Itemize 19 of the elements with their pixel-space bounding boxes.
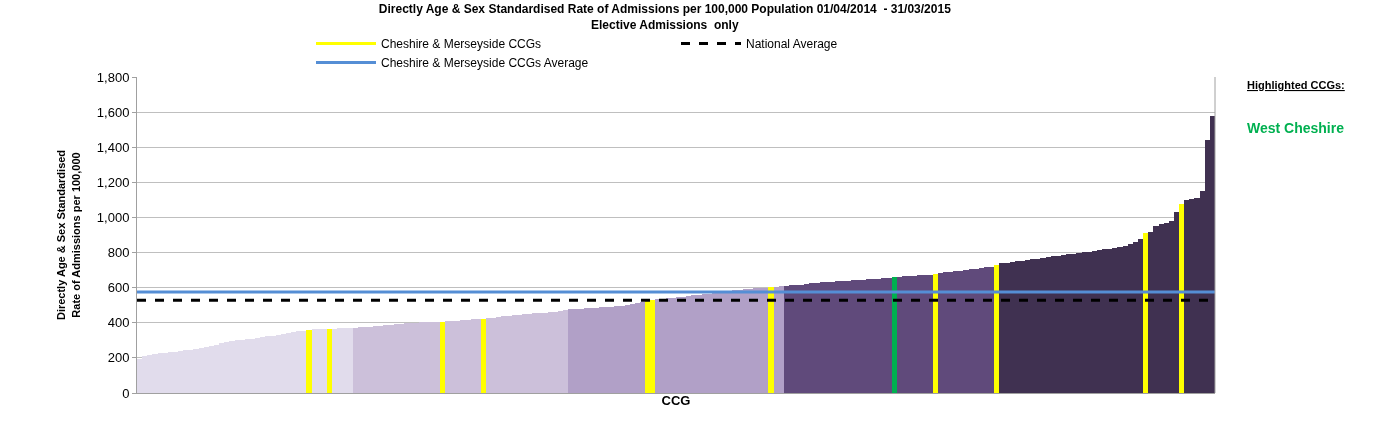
y-axis-title: Directly Age & Sex Standardised Rate of Admissions per 100,000 <box>55 149 82 321</box>
y-tick-label: 200 <box>107 350 130 366</box>
text: Highlighted CCGs: <box>1247 79 1345 91</box>
y-tick-label: 600 <box>107 280 130 296</box>
y-tick-label: 1,600 <box>96 104 130 120</box>
y-tick-label: 1,200 <box>96 174 130 190</box>
y-tick-label: 800 <box>107 245 130 261</box>
chart-title: Directly Age & Sex Standardised Rate of Admissions per 100,000 Population 01/04/2014 - 31/03/2015 <box>378 1 952 16</box>
y-tick-label: 1,400 <box>96 139 130 155</box>
chart-subtitle: Elective Admissions only <box>591 17 739 32</box>
y-tick-label: 1,000 <box>96 209 130 225</box>
legend-label: Cheshire & Merseyside CCGs <box>381 37 542 52</box>
legend-label: National Average <box>746 37 838 52</box>
legend-label: Cheshire & Merseyside CCGs Average <box>381 56 589 71</box>
y-tick-label: 400 <box>107 315 130 331</box>
y-tick-label: 0 <box>122 385 130 401</box>
x-axis-title: CCG <box>661 392 691 408</box>
y-tick-label: 1,800 <box>96 69 130 85</box>
text: West Cheshire <box>1247 120 1345 136</box>
